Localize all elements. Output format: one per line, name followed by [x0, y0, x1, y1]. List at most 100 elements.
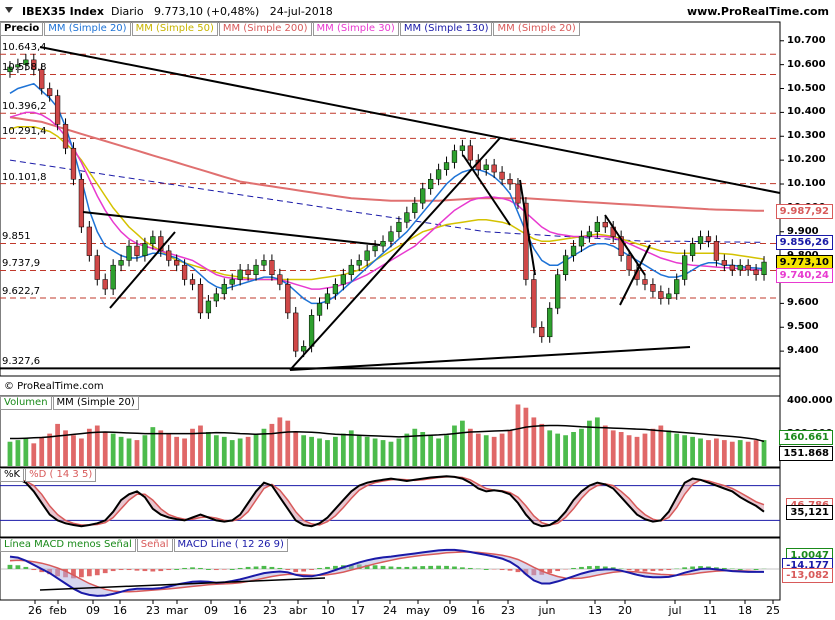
- volume-bar: [55, 423, 60, 466]
- candle-body: [570, 245, 577, 256]
- macd-hist-bar: [142, 569, 148, 572]
- candle-body: [650, 284, 656, 292]
- candle-body: [658, 291, 664, 299]
- candle-body: [594, 221, 600, 233]
- stoch-k-line: [9, 475, 765, 528]
- macd-hist-bar: [158, 569, 164, 572]
- candle-body: [459, 145, 466, 151]
- x-tick-label: jun: [538, 604, 556, 617]
- volume-bar: [47, 433, 53, 466]
- volume-bar: [579, 428, 584, 466]
- legend-item[interactable]: Línea MACD menos Señal: [0, 538, 136, 552]
- legend-item[interactable]: Precio: [0, 22, 44, 36]
- candle-body: [316, 303, 323, 316]
- candle-body: [729, 264, 735, 271]
- price-panel-legend: Precio MM (Simple 20) MM (Simple 50) MM (Si…: [0, 22, 581, 36]
- volume-bar: [110, 433, 116, 466]
- x-tick-label: 16: [471, 604, 485, 617]
- candle-body: [166, 250, 172, 261]
- volume-bar: [618, 432, 624, 466]
- volume-bar: [714, 438, 719, 466]
- volume-bar: [499, 433, 505, 466]
- macd-hist-bar: [602, 566, 608, 569]
- macd-hist-bar: [610, 567, 616, 569]
- macd-hist-bar: [79, 569, 84, 578]
- site-url[interactable]: www.ProRealTime.com: [686, 5, 829, 18]
- legend-item[interactable]: MM (Simple 20): [44, 22, 131, 36]
- legend-item[interactable]: %D ( 14 3 5): [25, 468, 97, 482]
- volume-bar: [690, 436, 695, 466]
- volume-panel-legend: Volumen MM (Simple 20): [0, 396, 140, 410]
- macd-hist-bar: [571, 567, 576, 569]
- price-tick-label: 10.600: [787, 58, 826, 70]
- legend-item[interactable]: MM (Simple 20): [493, 22, 580, 36]
- volume-bar: [150, 427, 156, 466]
- legend-item[interactable]: MM (Simple 130): [399, 22, 493, 36]
- legend-item[interactable]: MM (Simple 50): [131, 22, 218, 36]
- candle-body: [428, 178, 434, 190]
- candle-body: [372, 245, 378, 252]
- macd-hist-bar: [134, 569, 140, 571]
- trendline: [604, 214, 646, 276]
- candle-body: [237, 269, 243, 280]
- candle-body: [642, 279, 648, 285]
- candle-body: [221, 284, 227, 295]
- macd-hist-bar: [253, 566, 259, 569]
- macd-hist-bar: [237, 567, 243, 569]
- candle-body: [261, 260, 267, 266]
- candle-body: [277, 274, 283, 285]
- candle-body: [364, 250, 370, 261]
- candle-body: [15, 64, 21, 68]
- candle-body: [245, 269, 251, 275]
- x-tick-label: 13: [588, 604, 602, 617]
- macd-hist-bar: [626, 569, 632, 571]
- instrument-name: IBEX35 Index: [22, 5, 104, 18]
- macd-hist-bar: [547, 569, 553, 574]
- macd-hist-bar: [301, 569, 307, 572]
- legend-item[interactable]: MACD Line ( 12 26 9): [173, 538, 288, 552]
- level-label: 10.101,8: [2, 171, 47, 183]
- candle-body: [94, 255, 100, 280]
- collapse-icon[interactable]: [4, 6, 14, 16]
- volume-bar: [452, 425, 457, 466]
- price-tick-label: 10.300: [787, 130, 826, 142]
- legend-item[interactable]: %K: [0, 468, 25, 482]
- macd-hist-bar: [594, 565, 600, 569]
- volume-bar: [142, 435, 148, 466]
- candle-body: [547, 307, 553, 338]
- macd-hist-bar: [198, 567, 203, 569]
- macd-hist-bar: [444, 565, 449, 569]
- candle-body: [269, 260, 275, 275]
- volume-tick-label: 400.000: [787, 395, 833, 407]
- legend-item[interactable]: MM (Simple 200): [218, 22, 312, 36]
- legend-item[interactable]: Señal: [136, 538, 173, 552]
- candle-body: [435, 169, 442, 180]
- volume-bar: [555, 433, 561, 466]
- legend-item[interactable]: MM (Simple 20): [52, 396, 139, 410]
- volume-bar: [721, 440, 727, 466]
- volume-bar: [610, 430, 616, 466]
- volume-series: [7, 404, 767, 466]
- macd-hist-bar: [190, 567, 195, 569]
- x-tick-label: 25: [766, 604, 780, 617]
- volume-bar: [602, 425, 608, 466]
- price-tick-label: 9.400: [787, 345, 819, 357]
- legend-item[interactable]: Volumen: [0, 396, 52, 410]
- volume-bar: [547, 430, 553, 466]
- macd-hist-bar: [277, 567, 283, 569]
- volume-bar: [126, 438, 132, 466]
- volume-bar: [737, 440, 743, 466]
- candle-body: [126, 245, 132, 261]
- candle-body: [721, 260, 727, 266]
- candle-body: [213, 293, 219, 302]
- legend-item[interactable]: MM (Simple 30): [312, 22, 399, 36]
- volume-bar: [229, 440, 235, 466]
- candle-body: [586, 231, 593, 237]
- volume-bar: [515, 404, 521, 466]
- ma20-line: [9, 82, 765, 305]
- candle-body: [102, 279, 108, 290]
- macd-hist-bar: [436, 565, 441, 569]
- macd-hist-bar: [269, 566, 275, 569]
- volume-bar: [118, 436, 124, 466]
- price-series: [7, 53, 767, 358]
